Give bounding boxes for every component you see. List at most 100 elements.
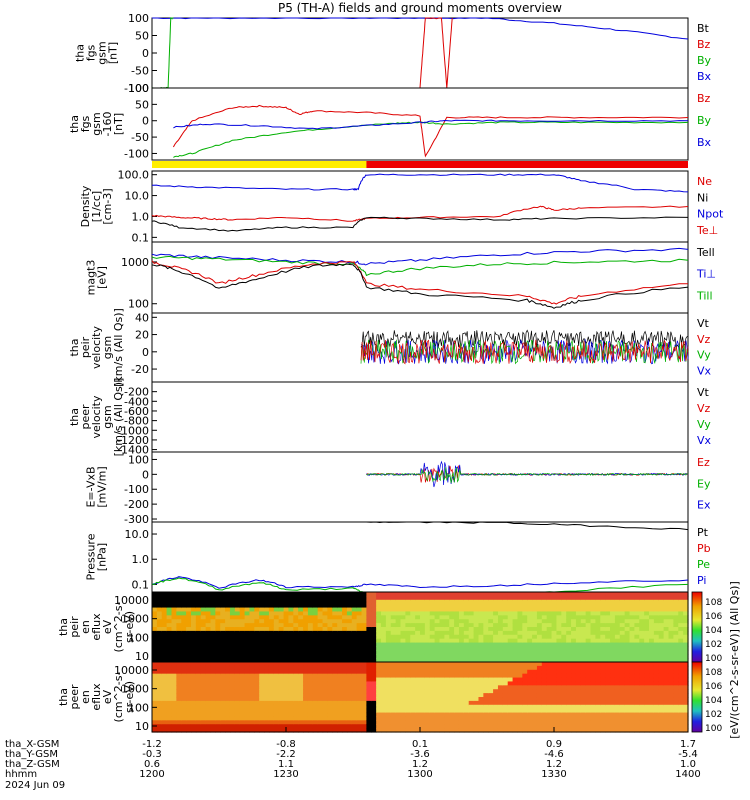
spectrogram-cell	[497, 662, 504, 667]
spectrogram-cell	[444, 611, 450, 616]
spectrogram-cell	[663, 665, 670, 671]
spectrogram-cell	[600, 646, 606, 651]
spectrogram-cell	[244, 704, 251, 710]
spectrogram-cell	[346, 693, 353, 698]
spectrogram-cell	[473, 665, 480, 671]
spectrogram-cell	[361, 599, 367, 605]
spectrogram-cell	[658, 689, 665, 694]
spectrogram-cell	[273, 669, 280, 675]
spectrogram-cell	[268, 615, 275, 620]
spectrogram-cell	[303, 724, 309, 729]
spectrogram-cell	[444, 592, 450, 597]
spectrogram-cell	[522, 685, 528, 690]
spectrogram-cell	[595, 724, 601, 729]
spectrogram-cell	[473, 599, 480, 605]
spectrogram-cell	[575, 623, 582, 628]
spectrogram-cell	[424, 728, 431, 733]
spectrogram-cell	[546, 603, 553, 609]
spectrogram-cell	[400, 630, 406, 636]
spectrogram-cell	[454, 630, 460, 636]
spectrogram-cell	[351, 685, 358, 690]
spectrogram-cell	[239, 685, 246, 690]
spectrogram-cell	[600, 693, 606, 698]
spectrogram-cell	[502, 658, 509, 663]
spectrogram-cell	[400, 689, 406, 694]
spectrogram-cell	[410, 646, 416, 651]
spectrogram-cell	[493, 599, 499, 605]
spectrogram-cell	[229, 681, 236, 686]
spectrogram-cell	[424, 650, 431, 655]
spectrogram-cell	[610, 681, 616, 686]
spectrogram-cell	[454, 677, 460, 683]
spectrogram-cell	[268, 658, 275, 663]
spectrogram-cell	[653, 592, 660, 597]
spectrogram-cell	[595, 681, 601, 686]
spectrogram-cell	[234, 650, 241, 655]
spectrogram-cell	[342, 716, 348, 721]
spectrogram-cell	[420, 677, 426, 683]
spectrogram-cell	[259, 704, 265, 710]
spectrogram-cell	[673, 693, 679, 698]
spectrogram-cell	[215, 595, 221, 601]
spectrogram-cell	[220, 654, 226, 659]
spectrogram-cell	[249, 658, 255, 663]
spectrogram-cell	[610, 638, 616, 644]
spectrogram-cell	[439, 673, 445, 679]
spectrogram-cell	[673, 638, 679, 644]
spectrogram-cell	[366, 712, 372, 718]
spectrogram-cell	[327, 627, 333, 632]
spectrogram-cell	[507, 654, 514, 659]
spectrogram-cell	[283, 665, 290, 671]
spectrogram-cell	[161, 689, 168, 694]
spectrogram-cell	[502, 693, 509, 698]
spectrogram-cell	[361, 669, 367, 675]
spectrogram-cell	[473, 611, 480, 616]
spectrogram-cell	[605, 716, 611, 721]
spectrogram-cell	[512, 634, 519, 640]
spectrogram-cell	[639, 708, 645, 714]
spectrogram-cell	[571, 630, 577, 636]
spectrogram-cell	[385, 603, 392, 609]
spectrogram-cell	[220, 669, 226, 675]
spectrogram-cell	[395, 665, 402, 671]
spectrogram-cell	[536, 700, 543, 706]
spectrogram-cell	[663, 611, 670, 616]
spectrogram-cell	[400, 673, 406, 679]
spectrogram-cell	[220, 634, 226, 640]
spectrogram-cell	[624, 728, 631, 733]
spectrogram-cell	[405, 642, 411, 648]
spectrogram-cell	[186, 646, 192, 651]
spectrogram-cell	[614, 658, 621, 663]
spectrogram-cell	[210, 712, 216, 718]
spectrogram-cell	[327, 654, 333, 659]
spectrogram-cell	[190, 638, 197, 644]
spectrogram-cell	[278, 700, 285, 706]
spectrogram-cell	[653, 627, 660, 632]
spectrogram-cell	[234, 662, 241, 667]
spectrogram-cell	[473, 712, 480, 718]
spectrogram-cell	[337, 599, 343, 605]
spectrogram-cell	[283, 595, 290, 601]
spectrogram-cell	[663, 685, 670, 690]
spectrogram-cell	[225, 595, 231, 601]
spectrogram-cell	[385, 685, 392, 690]
spectrogram-cell	[327, 611, 333, 616]
spectrogram-cell	[483, 650, 489, 655]
spectrogram-cell	[332, 681, 338, 686]
spectrogram-cell	[254, 712, 260, 718]
spectrogram-cell	[210, 603, 216, 609]
spectrogram-cell	[536, 595, 543, 601]
spectrogram-cell	[595, 595, 601, 601]
spectrogram-cell	[639, 720, 645, 725]
spectrogram-cell	[644, 712, 650, 718]
spectrogram-cell	[215, 662, 221, 667]
spectrogram-cell	[678, 673, 684, 679]
spectrogram-cell	[429, 700, 436, 706]
spectrogram-cell	[463, 638, 470, 644]
spectrogram-cell	[527, 712, 533, 718]
spectrogram-cell	[229, 611, 236, 616]
spectrogram-cell	[215, 673, 221, 679]
spectrogram-cell	[220, 665, 226, 671]
spectrogram-cell	[663, 615, 670, 620]
spectrogram-cell	[673, 685, 679, 690]
